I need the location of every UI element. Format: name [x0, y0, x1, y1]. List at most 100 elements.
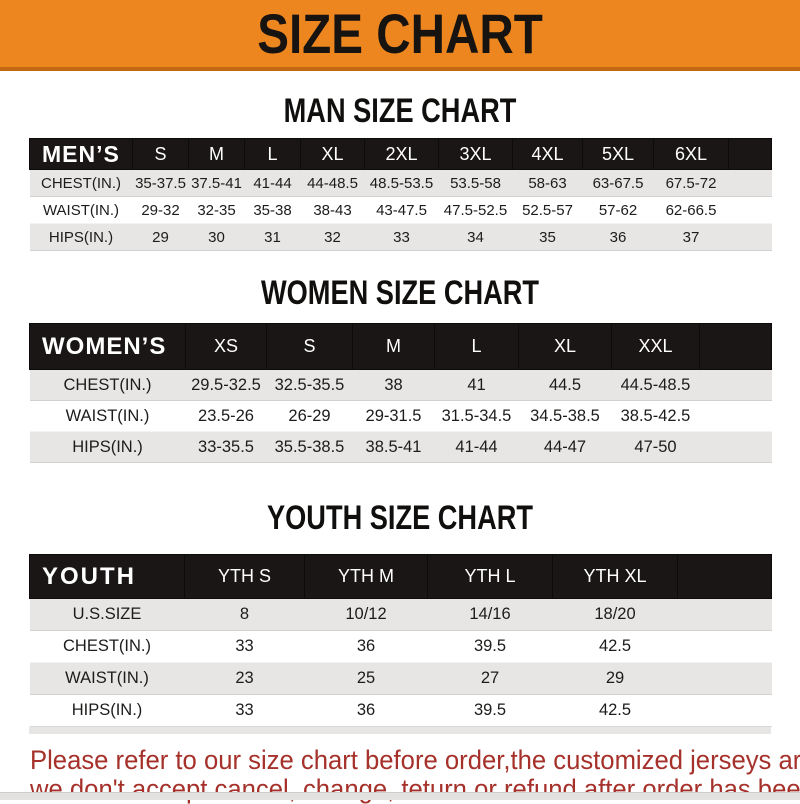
size-cell: 38-43: [313, 201, 352, 219]
disclaimer-note: Please refer to our size chart before or…: [30, 745, 800, 804]
size-column-header: YTH M: [304, 554, 428, 599]
size-cell: 36: [356, 637, 376, 655]
size-cell: 26-29: [288, 406, 331, 425]
row-label: HIPS(IN.): [29, 431, 186, 463]
filler-cell: [678, 631, 772, 663]
size-cell: 41-44: [434, 431, 519, 463]
size-column-header: 3XL: [438, 138, 513, 170]
size-cell: 37: [653, 223, 729, 251]
size-cell: 39.5: [473, 701, 507, 719]
size-column-header: 2XL: [364, 138, 439, 170]
filler-header: [699, 323, 772, 370]
size-cell: 58-63: [512, 169, 583, 197]
row-label: CHEST(IN.): [63, 637, 151, 655]
size-column-header: XL: [518, 323, 612, 370]
women-section-title: WOMEN SIZE CHART: [260, 274, 540, 312]
banner-title: SIZE CHART: [257, 1, 543, 65]
table-corner-label: YOUTH: [29, 554, 185, 599]
size-cell: 33: [235, 701, 254, 719]
size-cell: 36: [356, 701, 376, 719]
size-cell: 29: [552, 662, 678, 695]
size-cell: 33: [364, 223, 439, 251]
size-cell: 44.5-48.5: [611, 369, 700, 401]
size-column-header: YTH XL: [552, 554, 678, 599]
header-row: MEN’S S M L XL 2XL 3XL 4XL 5XL 6XL: [29, 138, 772, 170]
size-cell: 14/16: [427, 598, 553, 631]
row-label: WAIST(IN.): [29, 662, 185, 695]
size-cell: 67.5-72: [653, 169, 729, 197]
size-cell: 34.5-38.5: [530, 406, 600, 425]
size-cell: 34: [438, 223, 513, 251]
page-bottom-edge: [0, 792, 800, 800]
size-cell: 42.5: [598, 637, 632, 655]
row-label: CHEST(IN.): [29, 369, 186, 401]
man-size-table: MEN’S S M L XL 2XL 3XL 4XL 5XL 6XL CHEST(IN.) 35-37…: [29, 138, 772, 251]
size-column-header: S: [132, 138, 189, 170]
table-row: CHEST(IN.) 33 36 39.5 42.5: [29, 630, 772, 663]
size-cell: 52.5-57: [522, 201, 573, 219]
size-cell: 33-35.5: [185, 431, 267, 463]
filler-cell: [699, 369, 772, 401]
table-corner-label: WOMEN’S: [29, 323, 186, 370]
size-column-header: M: [188, 138, 245, 170]
size-cell: 30: [188, 223, 245, 251]
size-cell: 27: [427, 662, 553, 695]
size-column-header: M: [352, 323, 435, 370]
table-row: WAIST(IN.) 23 25 27 29: [29, 662, 772, 695]
man-section-title: MAN SIZE CHART: [283, 92, 517, 130]
row-label: WAIST(IN.): [65, 406, 150, 425]
table-row: CHEST(IN.) 35-37.5 37.5-41 41-44 44-48.5 48.5…: [29, 169, 772, 197]
size-cell: 41: [434, 369, 519, 401]
table-row: HIPS(IN.) 29 30 31 32 33 34 35 36 37: [29, 223, 772, 251]
size-chart-banner: SIZE CHART: [0, 0, 800, 71]
size-cell: 32: [300, 223, 365, 251]
size-cell: 25: [304, 662, 428, 695]
size-cell: 48.5-53.5: [364, 169, 439, 197]
size-cell: 57-62: [598, 201, 638, 219]
size-cell: 35: [512, 223, 583, 251]
size-cell: 62-66.5: [665, 201, 717, 219]
size-cell: 35-37.5: [132, 169, 189, 197]
size-cell: 31: [244, 223, 301, 251]
size-cell: 37.5-41: [188, 169, 245, 197]
size-cell: 33: [235, 637, 254, 655]
size-cell: 31.5-34.5: [441, 406, 512, 425]
size-cell: 38.5-41: [352, 431, 435, 463]
size-cell: 29-31.5: [365, 406, 422, 425]
size-cell: 39.5: [473, 637, 507, 655]
size-cell: 8: [184, 598, 305, 631]
filler-cell: [729, 197, 772, 224]
filler-cell: [678, 695, 772, 727]
filler-cell: [699, 431, 772, 463]
size-cell: 23.5-26: [198, 406, 254, 425]
size-cell: 23: [184, 662, 305, 695]
size-cell: 53.5-58: [438, 169, 513, 197]
size-cell: 44-48.5: [300, 169, 365, 197]
table-row: WAIST(IN.) 29-32 32-35 35-38 38-43 43-47.5 47.…: [29, 196, 772, 224]
youth-section-title: YOUTH SIZE CHART: [267, 499, 533, 537]
size-cell: 47-50: [611, 431, 700, 463]
size-column-header: 4XL: [512, 138, 583, 170]
size-column-header: YTH S: [184, 554, 305, 599]
size-cell: 29: [132, 223, 189, 251]
filler-header: [728, 138, 772, 170]
size-cell: 38.5-42.5: [620, 406, 691, 425]
youth-size-table: YOUTH YTH S YTH M YTH L YTH XL U.S.SIZE 8 10/12…: [29, 554, 772, 727]
size-column-header: YTH L: [427, 554, 553, 599]
size-cell: 44-47: [518, 431, 612, 463]
table-corner-label: MEN’S: [29, 138, 133, 170]
size-column-header: 6XL: [653, 138, 729, 170]
row-label: CHEST(IN.): [29, 169, 133, 197]
size-cell: 35.5-38.5: [266, 431, 353, 463]
filler-cell: [677, 598, 772, 631]
size-cell: 43-47.5: [376, 201, 427, 219]
size-cell: 32.5-35.5: [266, 369, 353, 401]
disclaimer-line-1: Please refer to our size chart before or…: [30, 745, 800, 775]
size-cell: 47.5-52.5: [443, 201, 508, 219]
size-cell: 29-32: [141, 201, 180, 219]
header-row: WOMEN’S XS S M L XL XXL: [29, 323, 772, 370]
filler-cell: [728, 223, 772, 251]
table-row: WAIST(IN.) 23.5-26 26-29 29-31.5 31.5-34.5 34…: [29, 400, 772, 432]
size-column-header: XL: [300, 138, 365, 170]
filler-header: [677, 554, 772, 599]
